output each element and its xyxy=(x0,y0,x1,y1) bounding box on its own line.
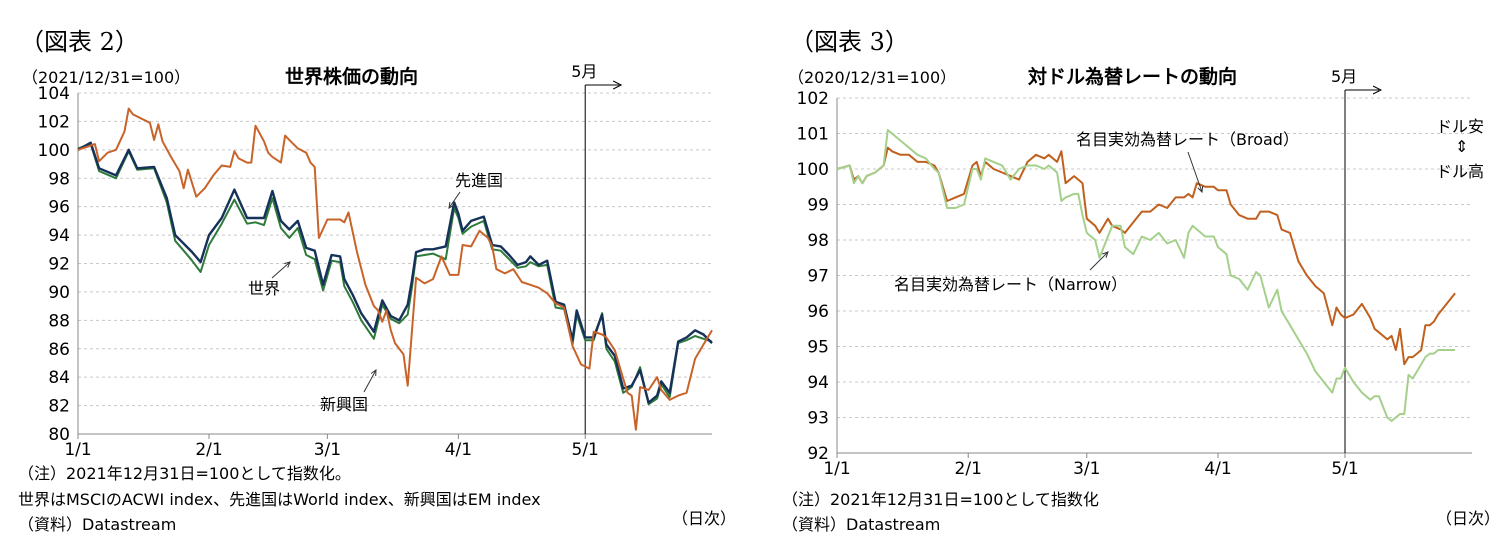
y-tick-label: 96 xyxy=(807,302,829,322)
fx-rate-chart: 102 101 100 99 98 97 96 95 94 93 921/1 2/1 3/1 4/1 5/1… xyxy=(797,67,1484,479)
y-tick-label: 92 xyxy=(48,255,70,275)
x-tick-label: 3/1 xyxy=(1073,459,1100,479)
may-label: 5月 xyxy=(1331,67,1357,86)
label-pointer xyxy=(1187,151,1203,193)
y-tick-label: 97 xyxy=(807,267,829,287)
note-line-2: 世界はMSCIのACWI index、先進国はWorld index、新興国はE… xyxy=(18,490,541,509)
series-label-narrow: 名目実効為替レート（Narrow） xyxy=(894,275,1127,294)
legend-arrow-icon: ⇕ xyxy=(1455,137,1468,156)
x-tick-label: 5/1 xyxy=(572,440,599,460)
right-chart-panel: （図表 3） （2020/12/31=100） 対ドル為替レートの動向 102 1… xyxy=(760,0,1507,560)
may-label: 5月 xyxy=(571,62,597,81)
y-tick-label: 93 xyxy=(807,409,829,429)
label-pointer-head xyxy=(1197,185,1204,194)
y-tick-label: 102 xyxy=(797,89,829,109)
y-tick-label: 96 xyxy=(48,198,70,218)
y-tick-label: 102 xyxy=(38,112,70,132)
left-chart-panel: （図表 2） （2021/12/31=100） 世界株価の動向 104 102 10… xyxy=(0,0,740,560)
note-line-1: （注）2021年12月31日=100として指数化 xyxy=(782,490,1099,509)
label-pointer-head xyxy=(448,201,455,209)
unit-label: （日次） xyxy=(1436,509,1501,528)
x-tick-label: 3/1 xyxy=(314,440,341,460)
series-line-emerging xyxy=(77,107,713,431)
source-line: （資料）Datastream xyxy=(782,515,941,534)
chart-title: 世界株価の動向 xyxy=(285,66,419,88)
may-arrow-head xyxy=(1372,85,1383,95)
legend-dollar-weak: ドル安 xyxy=(1436,117,1484,136)
x-tick-label: 1/1 xyxy=(823,459,850,479)
y-tick-label: 94 xyxy=(48,226,70,246)
figure-label: （図表 3） xyxy=(790,28,909,56)
stock-index-chart: 104 102 100 98 96 94 92 90 88 86 84 82 801/1 2/1 3/1 4/… xyxy=(38,62,713,460)
base-date-label: （2021/12/31=100） xyxy=(22,68,191,87)
x-tick-label: 2/1 xyxy=(955,459,982,479)
y-tick-label: 95 xyxy=(807,338,829,358)
series-label-broad: 名目実効為替レート（Broad） xyxy=(1076,130,1299,149)
label-pointer xyxy=(448,191,461,209)
x-tick-label: 4/1 xyxy=(445,440,472,460)
y-tick-label: 92 xyxy=(807,444,829,464)
y-tick-label: 98 xyxy=(807,231,829,251)
y-tick-label: 90 xyxy=(48,283,70,303)
y-tick-label: 104 xyxy=(38,84,70,104)
label-pointer-head xyxy=(1102,251,1109,258)
y-tick-label: 84 xyxy=(48,368,70,388)
label-pointer xyxy=(363,369,377,393)
figure-label: （図表 2） xyxy=(20,28,139,56)
label-pointer xyxy=(1089,251,1109,271)
series-line-developed xyxy=(77,141,713,404)
may-arrow-head xyxy=(612,80,623,90)
chart-title: 対ドル為替レートの動向 xyxy=(1028,66,1238,88)
series-label-emerging: 新興国 xyxy=(320,395,368,414)
label-pointer-head xyxy=(370,368,377,377)
y-tick-label: 98 xyxy=(48,169,70,189)
y-tick-label: 82 xyxy=(48,397,70,417)
unit-label: （日次） xyxy=(672,509,737,528)
y-tick-label: 94 xyxy=(807,373,829,393)
x-tick-label: 2/1 xyxy=(195,440,222,460)
series-line-narrow xyxy=(836,129,1456,422)
y-tick-label: 80 xyxy=(48,425,70,445)
series-label-world: 世界 xyxy=(248,279,280,298)
x-tick-label: 1/1 xyxy=(64,440,91,460)
y-tick-label: 99 xyxy=(807,196,829,216)
x-tick-label: 4/1 xyxy=(1204,459,1231,479)
legend-dollar-strong: ドル高 xyxy=(1436,162,1484,181)
y-tick-label: 86 xyxy=(48,340,70,360)
y-tick-label: 100 xyxy=(797,160,829,180)
source-line: （資料）Datastream xyxy=(18,515,177,534)
label-pointer-head xyxy=(284,261,291,268)
note-line-1: （注）2021年12月31日=100として指数化。 xyxy=(18,464,351,483)
label-pointer xyxy=(271,261,291,279)
y-tick-label: 101 xyxy=(797,125,829,145)
base-date-label: （2020/12/31=100） xyxy=(788,68,957,87)
series-line-world xyxy=(77,143,713,406)
series-line-broad xyxy=(836,146,1456,366)
y-tick-label: 88 xyxy=(48,311,70,331)
y-tick-label: 100 xyxy=(38,141,70,161)
series-label-developed: 先進国 xyxy=(455,171,503,190)
x-tick-label: 5/1 xyxy=(1331,459,1358,479)
